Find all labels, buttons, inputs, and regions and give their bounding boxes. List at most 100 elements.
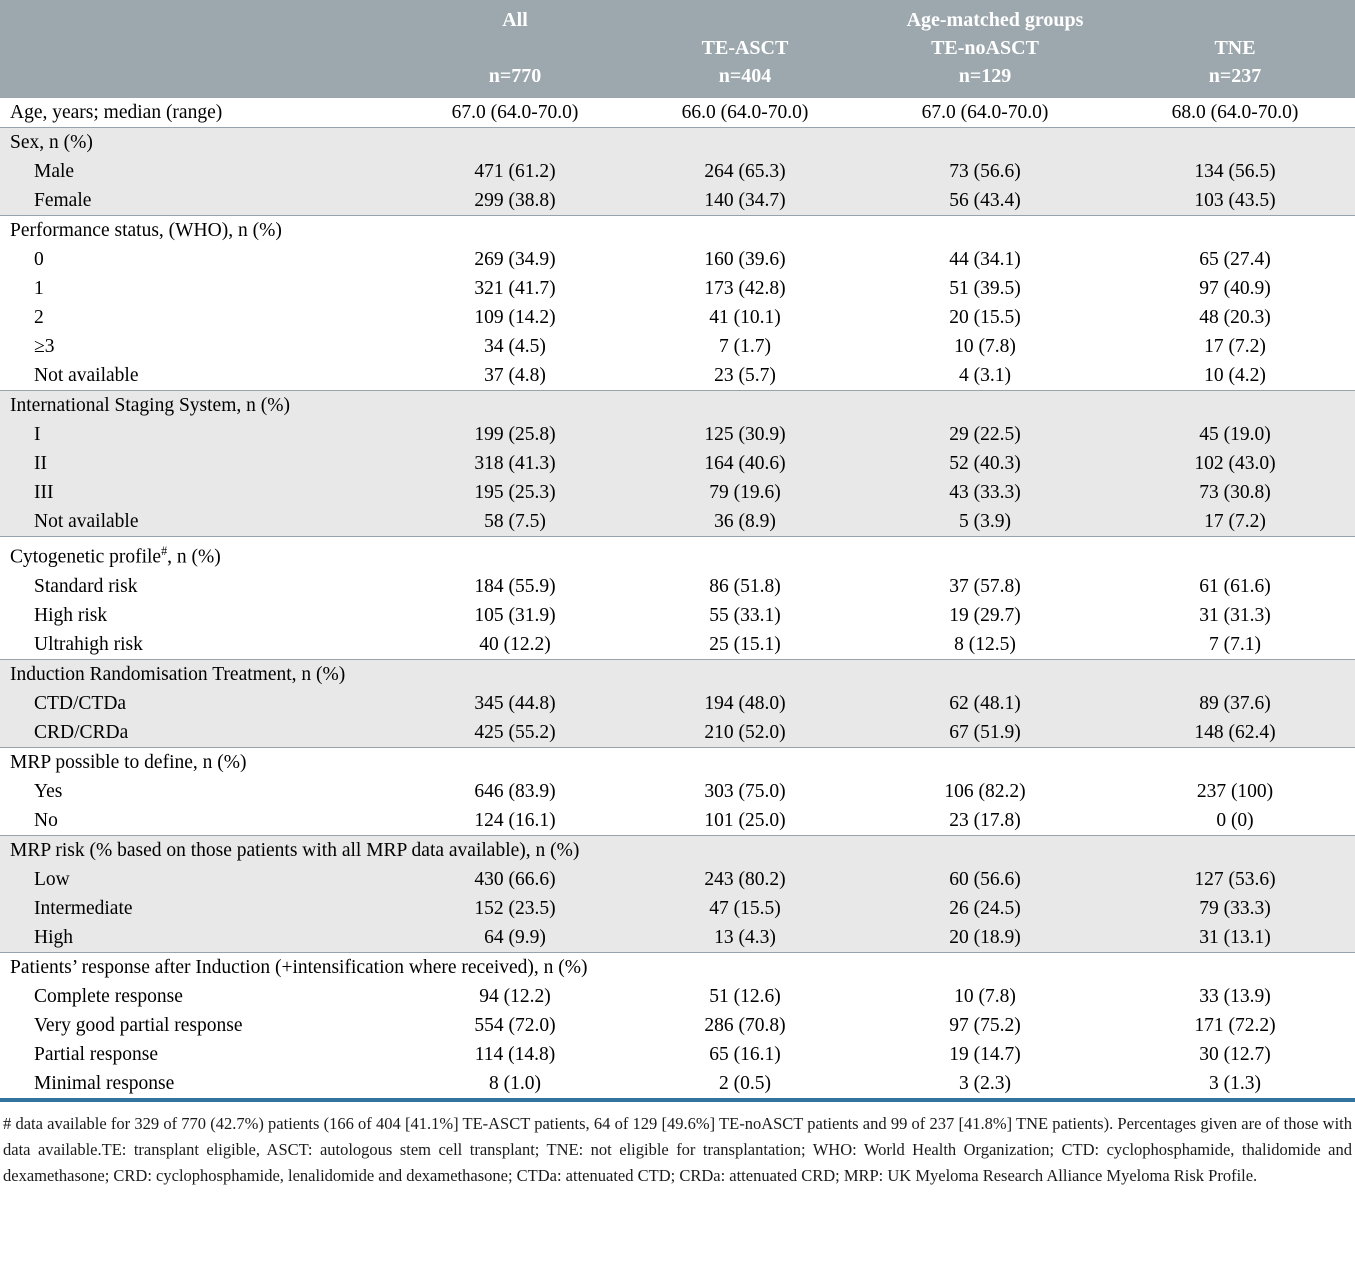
table-row: Low 430 (66.6) 243 (80.2) 60 (56.6) 127 (53.…	[0, 864, 1355, 894]
table-row: 2 109 (14.2) 41 (10.1) 20 (15.5) 48 (20.3)	[0, 303, 1355, 332]
header-col-te-noasct: TE-noASCT	[855, 34, 1115, 62]
table-row: Not available 37 (4.8) 23 (5.7) 4 (3.1) 10 (…	[0, 361, 1355, 391]
cell-value: 52 (40.3)	[855, 449, 1115, 478]
row-label: III	[0, 478, 395, 507]
cell-value: 2 (0.5)	[635, 1068, 855, 1100]
cell-value: 103 (43.5)	[1115, 186, 1355, 216]
cell-value: 79 (19.6)	[635, 478, 855, 507]
cell-value: 31 (13.1)	[1115, 922, 1355, 952]
table-row: Minimal response 8 (1.0) 2 (0.5) 3 (2.3) 3 (…	[0, 1068, 1355, 1100]
cell-value: 37 (57.8)	[855, 571, 1115, 601]
section-header-row: MRP possible to define, n (%)	[0, 746, 1355, 777]
cell-value: 43 (33.3)	[855, 478, 1115, 507]
cell-value: 20 (18.9)	[855, 922, 1115, 952]
row-label: 2	[0, 303, 395, 332]
cell-value: 5 (3.9)	[855, 507, 1115, 537]
section-header-row: Sex, n (%)	[0, 127, 1355, 157]
row-label: High risk	[0, 600, 395, 630]
cell-value: 67.0 (64.0-70.0)	[855, 98, 1115, 128]
cell-value: 48 (20.3)	[1115, 303, 1355, 332]
table-row: CTD/CTDa 345 (44.8) 194 (48.0) 62 (48.1) 89 …	[0, 688, 1355, 718]
header-col-tne: TNE	[1115, 34, 1355, 62]
cell-value: 164 (40.6)	[635, 449, 855, 478]
row-label: Not available	[0, 361, 395, 391]
cell-value: 0 (0)	[1115, 805, 1355, 835]
cell-value: 264 (65.3)	[635, 157, 855, 186]
section-header-row: Cytogenetic profile#, n (%)	[0, 536, 1355, 572]
header-empty-cell	[0, 0, 395, 98]
table-row: Partial response 114 (14.8) 65 (16.1) 19 (1…	[0, 1039, 1355, 1069]
table-row: 1 321 (41.7) 173 (42.8) 51 (39.5) 97 (40.9)	[0, 274, 1355, 303]
table-row: Standard risk 184 (55.9) 86 (51.8) 37 (57.8…	[0, 571, 1355, 601]
cell-value: 97 (40.9)	[1115, 274, 1355, 303]
section-header-label: Cytogenetic profile#, n (%)	[0, 536, 1355, 572]
cell-value: 47 (15.5)	[635, 893, 855, 923]
section-header-label: Sex, n (%)	[0, 127, 1355, 157]
cell-value: 173 (42.8)	[635, 274, 855, 303]
cell-value: 106 (82.2)	[855, 776, 1115, 806]
cell-value: 105 (31.9)	[395, 600, 635, 630]
cell-value: 41 (10.1)	[635, 303, 855, 332]
cell-value: 101 (25.0)	[635, 805, 855, 835]
cell-value: 10 (7.8)	[855, 981, 1115, 1011]
row-label: Not available	[0, 507, 395, 537]
table-row: Very good partial response 554 (72.0) 286 …	[0, 1010, 1355, 1040]
table-row: High risk 105 (31.9) 55 (33.1) 19 (29.7) 31 …	[0, 600, 1355, 630]
table-row: Yes 646 (83.9) 303 (75.0) 106 (82.2) 237 (10…	[0, 776, 1355, 806]
cell-value: 73 (56.6)	[855, 157, 1115, 186]
row-label: Age, years; median (range)	[0, 98, 395, 128]
section-header-row: International Staging System, n (%)	[0, 390, 1355, 420]
cell-value: 194 (48.0)	[635, 688, 855, 718]
cell-value: 23 (5.7)	[635, 361, 855, 391]
section-header-label: International Staging System, n (%)	[0, 390, 1355, 420]
cell-value: 286 (70.8)	[635, 1010, 855, 1040]
cell-value: 114 (14.8)	[395, 1039, 635, 1069]
cell-value: 97 (75.2)	[855, 1010, 1115, 1040]
row-label: CTD/CTDa	[0, 688, 395, 718]
row-label: Very good partial response	[0, 1010, 395, 1040]
row-label: Yes	[0, 776, 395, 806]
section-header-label: MRP risk (% based on those patients with…	[0, 834, 1355, 865]
cell-value: 345 (44.8)	[395, 688, 635, 718]
cell-value: 140 (34.7)	[635, 186, 855, 216]
cell-value: 7 (7.1)	[1115, 629, 1355, 659]
section-header-row: MRP risk (% based on those patients with…	[0, 834, 1355, 865]
header-n-te-noasct: n=129	[855, 62, 1115, 98]
cell-value: 62 (48.1)	[855, 688, 1115, 718]
row-label: High	[0, 922, 395, 952]
cell-value: 160 (39.6)	[635, 245, 855, 274]
cell-value: 56 (43.4)	[855, 186, 1115, 216]
cell-value: 45 (19.0)	[1115, 420, 1355, 449]
cell-value: 19 (14.7)	[855, 1039, 1115, 1069]
cell-value: 51 (12.6)	[635, 981, 855, 1011]
section-header-row: Patients’ response after Induction (+int…	[0, 951, 1355, 982]
header-row-n: n=770 n=404 n=129 n=237	[0, 62, 1355, 98]
cell-value: 65 (16.1)	[635, 1039, 855, 1069]
table-row: Complete response 94 (12.2) 51 (12.6) 10 (7…	[0, 981, 1355, 1011]
cell-value: 30 (12.7)	[1115, 1039, 1355, 1069]
cell-value: 125 (30.9)	[635, 420, 855, 449]
row-label: 1	[0, 274, 395, 303]
cell-value: 19 (29.7)	[855, 600, 1115, 630]
cell-value: 60 (56.6)	[855, 864, 1115, 894]
row-label: I	[0, 420, 395, 449]
cell-value: 79 (33.3)	[1115, 893, 1355, 923]
cell-value: 37 (4.8)	[395, 361, 635, 391]
header-col-all: All	[395, 0, 635, 34]
cell-value: 210 (52.0)	[635, 717, 855, 747]
footnote: # data available for 329 of 770 (42.7%) …	[3, 1113, 1352, 1185]
cell-value: 44 (34.1)	[855, 245, 1115, 274]
cell-value: 425 (55.2)	[395, 717, 635, 747]
footnote-marker: #	[161, 544, 168, 558]
cell-value: 471 (61.2)	[395, 157, 635, 186]
cell-value: 3 (1.3)	[1115, 1068, 1355, 1100]
cell-value: 61 (61.6)	[1115, 571, 1355, 601]
cell-value: 55 (33.1)	[635, 600, 855, 630]
table-row: III 195 (25.3) 79 (19.6) 43 (33.3) 73 (30.8)	[0, 478, 1355, 507]
cell-value: 199 (25.8)	[395, 420, 635, 449]
cell-value: 102 (43.0)	[1115, 449, 1355, 478]
table-body: Age, years; median (range) 67.0 (64.0-70.…	[0, 98, 1355, 1100]
cell-value: 10 (7.8)	[855, 332, 1115, 361]
section-header-row: Induction Randomisation Treatment, n (%)	[0, 658, 1355, 689]
cell-value: 68.0 (64.0-70.0)	[1115, 98, 1355, 128]
